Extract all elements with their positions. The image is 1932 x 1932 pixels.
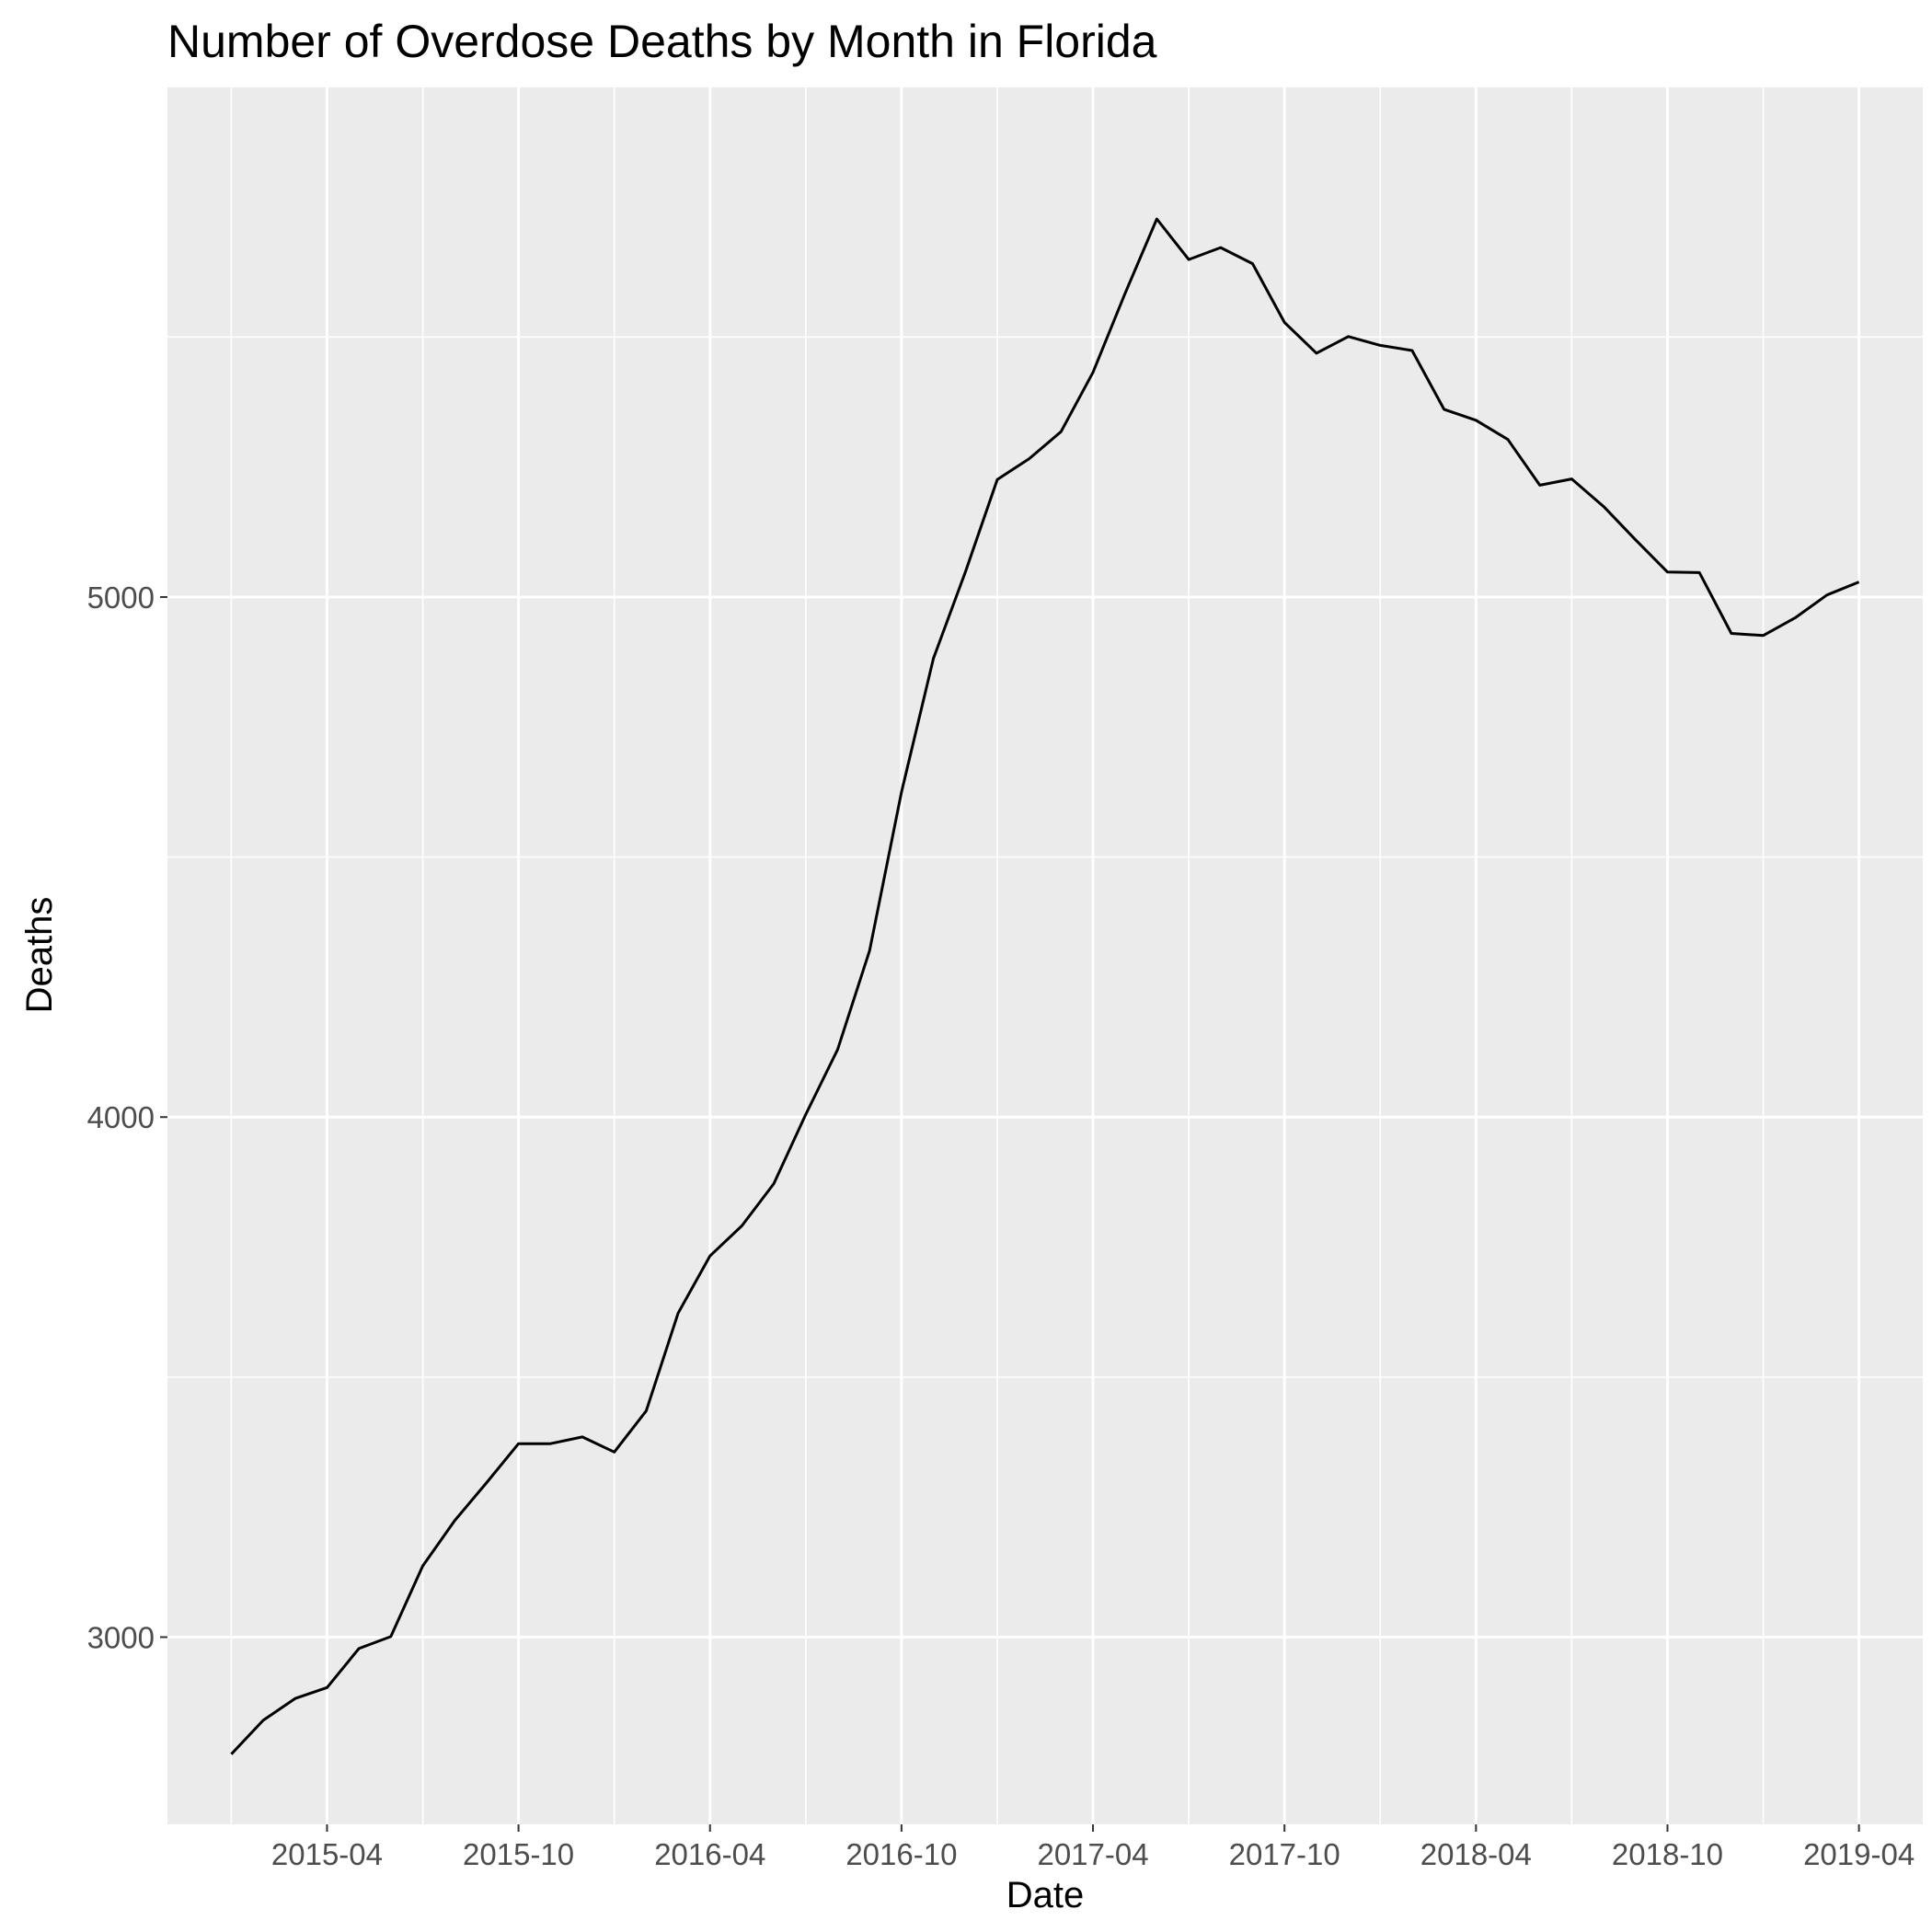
x-tick-label: 2019-04: [1803, 1837, 1915, 1871]
x-tick-label: 2016-04: [654, 1837, 765, 1871]
y-axis-title: Deaths: [19, 897, 60, 1014]
minor-gridlines: [167, 87, 1923, 1824]
y-tick-label: 3000: [87, 1621, 155, 1655]
x-axis: 2015-04 2015-10 2016-04 2016-10 2017-04 2017-…: [271, 1824, 1915, 1871]
deaths-series-line: [230, 217, 1860, 1755]
x-axis-title: Date: [1006, 1875, 1085, 1915]
x-tick-label: 2018-04: [1420, 1837, 1532, 1871]
y-axis: 3000 4000 5000: [87, 581, 167, 1655]
x-tick-label: 2015-10: [463, 1837, 574, 1871]
x-tick-label: 2017-10: [1229, 1837, 1340, 1871]
y-tick-label: 5000: [87, 581, 155, 615]
chart-title: Number of Overdose Deaths by Month in Fl…: [167, 16, 1157, 67]
x-tick-label: 2018-10: [1612, 1837, 1723, 1871]
plot-panel: [167, 87, 1923, 1824]
x-tick-label: 2017-04: [1037, 1837, 1148, 1871]
x-tick-label: 2015-04: [271, 1837, 383, 1871]
y-tick-label: 4000: [87, 1100, 155, 1134]
major-gridlines: [167, 87, 1923, 1824]
x-tick-label: 2016-10: [845, 1837, 957, 1871]
